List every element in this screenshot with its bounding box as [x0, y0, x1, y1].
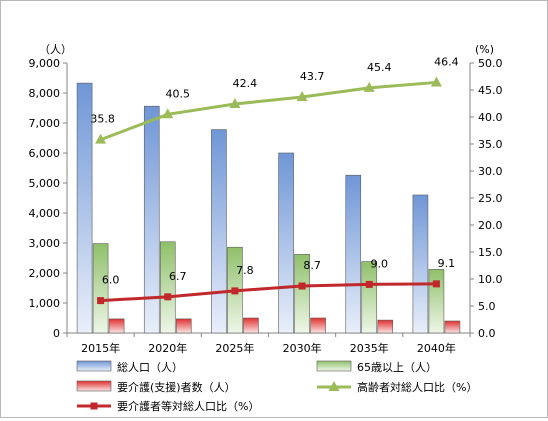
x-tick-label: 2030年: [283, 341, 322, 355]
bar-3-2035年: [377, 319, 394, 334]
line-1-data-label: 35.8: [90, 113, 115, 126]
x-tick-label: 2015年: [81, 341, 120, 355]
bar-2-2020年: [159, 241, 176, 334]
left-tick-label: 6,000: [29, 147, 61, 160]
lines: 35.8 40.5 42.4 43.7 45.4 46.4 6.0 6.7 7.8 8.7 9.0 9…: [90, 55, 459, 305]
left-tick-label: 8,000: [29, 87, 61, 100]
legend-label: 高齢者対総人口比（%）: [357, 380, 477, 394]
x-tick-label: 2035年: [350, 341, 389, 355]
bar-1-2015年: [76, 82, 93, 334]
bar-2-2035年: [361, 261, 378, 334]
legend-swatch-bar-1: [76, 360, 112, 372]
left-axis-unit: （人）: [39, 43, 72, 56]
line-1-data-label: 43.7: [300, 70, 325, 83]
line-1-marker: [430, 76, 442, 87]
line-2-marker: [298, 282, 306, 290]
line-1-marker: [229, 98, 241, 109]
right-tick-label: 5.0: [478, 300, 496, 313]
left-tick-label: 4,000: [29, 207, 61, 220]
x-axis: 2015年 2020年 2025年 2030年 2035年 2040年: [66, 332, 471, 355]
bar-2-2015年: [92, 243, 109, 334]
right-axis-unit: (%): [475, 43, 494, 56]
line-2-marker: [432, 280, 440, 288]
legend-swatch-bar-2: [316, 360, 352, 372]
line-2-marker: [231, 287, 239, 295]
legend-label: 65歳以上（人）: [357, 361, 437, 374]
right-tick-label: 45.0: [478, 84, 503, 97]
x-tick-label: 2020年: [148, 341, 187, 355]
bar-3-2020年: [175, 318, 192, 334]
left-axis: 0 1,000 2,000 3,000 4,000 5,000 6,000 7,000 8,00…: [29, 57, 68, 340]
left-tick-label: 1,000: [29, 297, 61, 310]
x-tick-label: 2040年: [417, 341, 456, 355]
x-tick-label: 2025年: [215, 341, 254, 355]
left-tick-label: 2,000: [29, 267, 61, 280]
right-tick-label: 15.0: [478, 246, 503, 259]
bar-1-2025年: [211, 129, 227, 334]
line-1-marker: [296, 91, 308, 102]
line-2-data-label: 7.8: [236, 264, 254, 277]
line-2-marker: [97, 297, 105, 305]
legend-label: 要介護者等対総人口比（%）: [117, 399, 259, 413]
line-1-marker: [363, 81, 375, 92]
right-tick-label: 40.0: [478, 111, 503, 124]
legend-label: 総人口（人）: [117, 360, 183, 374]
line-2-marker: [365, 280, 373, 288]
bar-3-2025年: [243, 317, 259, 334]
left-tick-label: 3,000: [29, 237, 61, 250]
line-series-1: [100, 80, 437, 142]
left-tick-label: 9,000: [29, 57, 61, 70]
bars: [76, 82, 461, 334]
left-tick-label: 5,000: [29, 177, 61, 190]
bar-3-2015年: [108, 318, 125, 334]
bar-1-2040年: [412, 194, 429, 334]
right-tick-label: 25.0: [478, 192, 503, 205]
line-1-marker: [162, 108, 174, 119]
line-2-data-label: 9.1: [438, 257, 456, 270]
bar-1-2035年: [345, 174, 362, 334]
right-tick-label: 30.0: [478, 165, 503, 178]
line-2-data-label: 6.0: [102, 274, 120, 287]
right-tick-label: 50.0: [478, 57, 503, 70]
legend-marker: [90, 402, 98, 410]
bar-3-2040年: [444, 320, 461, 334]
legend-swatch-bar-3: [76, 380, 112, 392]
bar-2-2040年: [428, 269, 445, 334]
left-tick-label: 7,000: [29, 117, 61, 130]
line-1-marker: [95, 133, 107, 144]
legend-marker: [328, 381, 340, 391]
line-1-data-label: 45.4: [367, 61, 392, 74]
legend-label: 要介護(支援)者数（人）: [117, 380, 236, 394]
line-2-data-label: 9.0: [371, 257, 389, 270]
right-tick-label: 0.0: [478, 327, 496, 340]
line-1-data-label: 42.4: [233, 77, 258, 90]
right-tick-label: 20.0: [478, 219, 503, 232]
line-2-data-label: 6.7: [169, 270, 187, 283]
line-1-data-label: 40.5: [166, 87, 191, 100]
right-tick-label: 10.0: [478, 273, 503, 286]
bar-2-2030年: [294, 254, 310, 334]
right-tick-label: 35.0: [478, 138, 503, 151]
bar-1-2020年: [143, 105, 160, 334]
bar-1-2030年: [278, 152, 294, 334]
line-1-data-label: 46.4: [434, 55, 459, 68]
line-2-data-label: 8.7: [303, 259, 321, 272]
legend: 総人口（人） 65歳以上（人） 要介護(支援)者数（人） 高齢者対総人口比（%） 要介護…: [76, 360, 477, 413]
left-tick-label: 0: [53, 327, 60, 340]
right-axis: 0.0 5.0 10.0 15.0 20.0 25.0 30.0 35.0 40.0 45.0 50…: [469, 57, 503, 340]
bar-3-2030年: [310, 317, 326, 334]
line-series-2: [100, 282, 437, 303]
line-2-marker: [164, 293, 172, 301]
